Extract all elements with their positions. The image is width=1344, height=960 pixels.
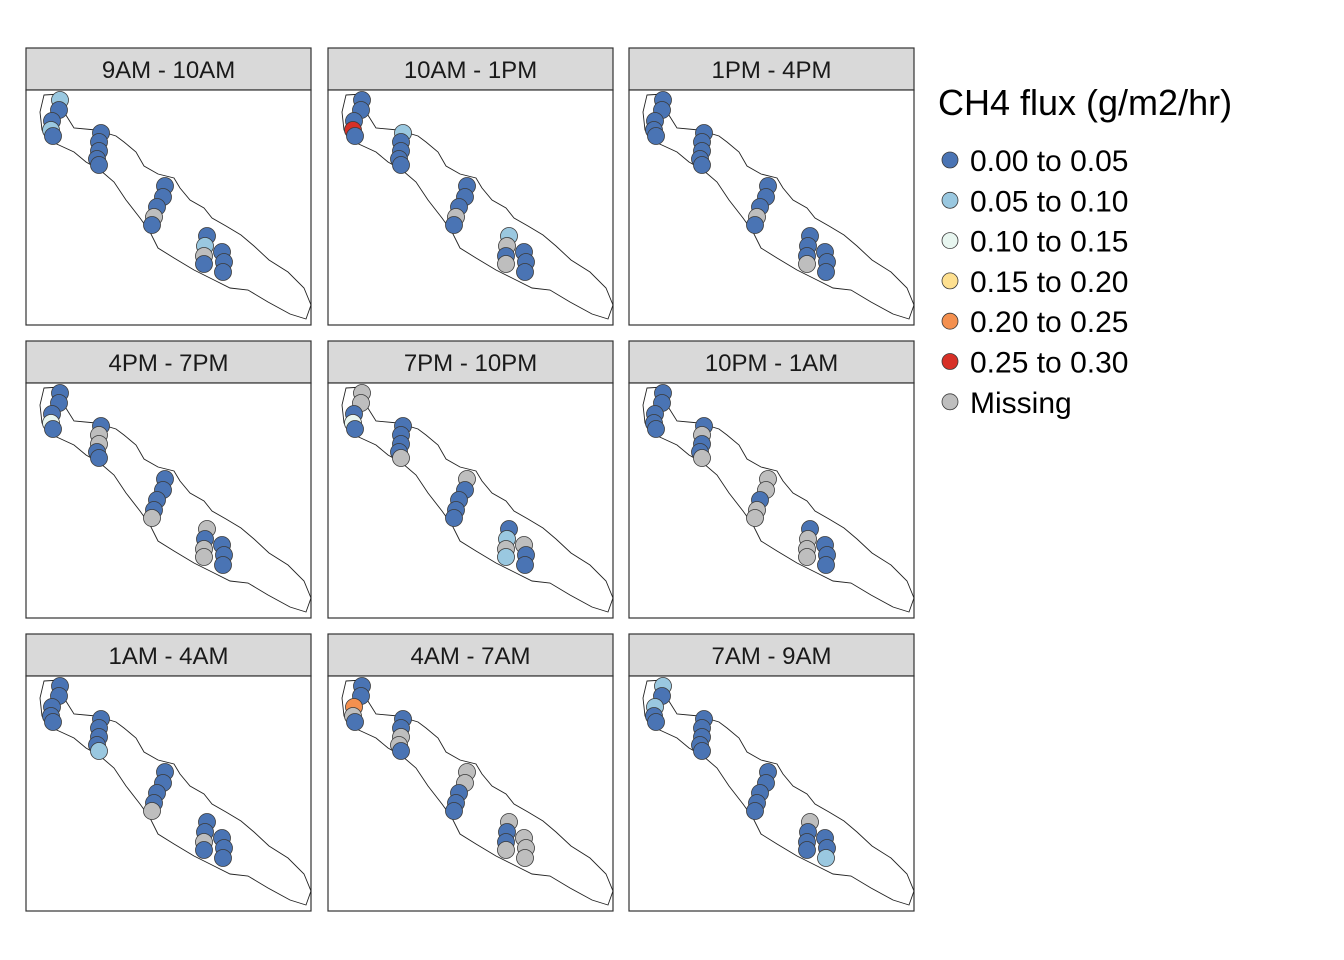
flux-point-s5 (346, 420, 364, 438)
flux-point-s15 (445, 802, 463, 820)
flux-point-s10 (693, 742, 711, 760)
legend-label: 0.00 to 0.05 (970, 145, 1128, 178)
facet-strip-label: 10PM - 1AM (705, 350, 838, 377)
flux-point-s15 (746, 509, 764, 527)
facet-plot-area (628, 89, 915, 326)
facet-plot-area (25, 89, 312, 326)
legend-key (941, 353, 959, 370)
flux-point-s19 (798, 841, 816, 859)
facet-strip-label: 4PM - 7PM (108, 350, 228, 377)
flux-point-s19 (497, 841, 515, 859)
facet-plot-area (25, 675, 312, 912)
flux-point-s5 (647, 420, 665, 438)
flux-point-s15 (445, 216, 463, 234)
flux-point-s10 (392, 449, 410, 467)
flux-point-s15 (143, 216, 161, 234)
flux-point-s10 (392, 156, 410, 174)
flux-point-s10 (392, 742, 410, 760)
flux-point-s5 (346, 127, 364, 145)
legend-label: 0.05 to 0.10 (970, 185, 1128, 218)
flux-point-s5 (44, 420, 62, 438)
legend-key (941, 191, 959, 209)
flux-point-s15 (746, 216, 764, 234)
flux-point-s19 (195, 548, 213, 566)
facet-strip (25, 340, 312, 384)
legend-key (941, 272, 959, 290)
facet-panel: 1AM - 4AM (25, 633, 312, 912)
flux-point-s22 (817, 556, 835, 574)
facet-strip (327, 340, 614, 384)
facet-strip-label: 4AM - 7AM (410, 643, 530, 670)
legend-key (941, 312, 959, 330)
flux-point-s10 (90, 449, 108, 467)
facet-panel: 4PM - 7PM (25, 340, 312, 619)
flux-point-s5 (44, 127, 62, 145)
legend-key (941, 151, 959, 169)
facet-strip (628, 340, 915, 384)
flux-point-s19 (798, 548, 816, 566)
facet-panel: 9AM - 10AM (25, 47, 312, 326)
flux-point-s15 (746, 802, 764, 820)
panel-grid: 9AM - 10AM 10AM - 1PM 1PM - 4PM 4PM - 7PM 7P… (25, 47, 915, 912)
flux-point-s5 (647, 713, 665, 731)
legend-label: 0.15 to 0.20 (970, 266, 1128, 299)
legend-label: Missing (970, 387, 1072, 420)
facet-panel: 10PM - 1AM (628, 340, 915, 619)
flux-point-s15 (143, 802, 161, 820)
facet-plot-area (327, 675, 614, 912)
legend: CH4 flux (g/m2/hr) 0.00 to 0.05 0.05 to 0… (938, 82, 1232, 420)
flux-point-s19 (798, 255, 816, 273)
flux-point-s10 (90, 742, 108, 760)
flux-point-s5 (44, 713, 62, 731)
flux-point-s19 (195, 841, 213, 859)
facet-strip (628, 47, 915, 91)
facet-strip-label: 1PM - 4PM (711, 57, 831, 84)
facet-strip (25, 47, 312, 91)
facet-strip-label: 9AM - 10AM (102, 57, 235, 84)
legend-key (941, 232, 959, 250)
legend-label: 0.20 to 0.25 (970, 306, 1128, 339)
legend-items: 0.00 to 0.05 0.05 to 0.10 0.10 to 0.15 0.15… (941, 145, 1128, 420)
legend-key (941, 393, 959, 411)
flux-point-s19 (497, 548, 515, 566)
flux-point-s22 (516, 849, 534, 867)
flux-point-s22 (516, 556, 534, 574)
facet-plot-area (327, 89, 614, 326)
flux-point-s10 (90, 156, 108, 174)
facet-panel: 7AM - 9AM (628, 633, 915, 912)
facet-plot-area (25, 382, 312, 619)
flux-point-s22 (817, 263, 835, 281)
facet-panel: 4AM - 7AM (327, 633, 614, 912)
flux-point-s15 (445, 509, 463, 527)
flux-point-s10 (693, 156, 711, 174)
facet-strip-label: 1AM - 4AM (108, 643, 228, 670)
legend-label: 0.10 to 0.15 (970, 226, 1128, 259)
facet-plot-area (327, 382, 614, 619)
facet-panel: 10AM - 1PM (327, 47, 614, 326)
flux-point-s22 (214, 849, 232, 867)
legend-label: 0.25 to 0.30 (970, 347, 1128, 380)
flux-point-s22 (817, 849, 835, 867)
flux-point-s22 (516, 263, 534, 281)
facet-strip (25, 633, 312, 677)
flux-point-s22 (214, 263, 232, 281)
facet-panel: 7PM - 10PM (327, 340, 614, 619)
facet-panel: 1PM - 4PM (628, 47, 915, 326)
facet-strip (628, 633, 915, 677)
legend-title: CH4 flux (g/m2/hr) (938, 82, 1232, 123)
facet-plot-area (628, 675, 915, 912)
facet-strip-label: 7AM - 9AM (711, 643, 831, 670)
flux-point-s22 (214, 556, 232, 574)
flux-point-s5 (647, 127, 665, 145)
flux-point-s10 (693, 449, 711, 467)
flux-point-s19 (195, 255, 213, 273)
facet-plot-area (628, 382, 915, 619)
flux-point-s5 (346, 713, 364, 731)
facet-strip (327, 47, 614, 91)
flux-point-s15 (143, 509, 161, 527)
facet-strip-label: 10AM - 1PM (404, 57, 537, 84)
flux-point-s19 (497, 255, 515, 273)
facet-strip-label: 7PM - 10PM (404, 350, 537, 377)
